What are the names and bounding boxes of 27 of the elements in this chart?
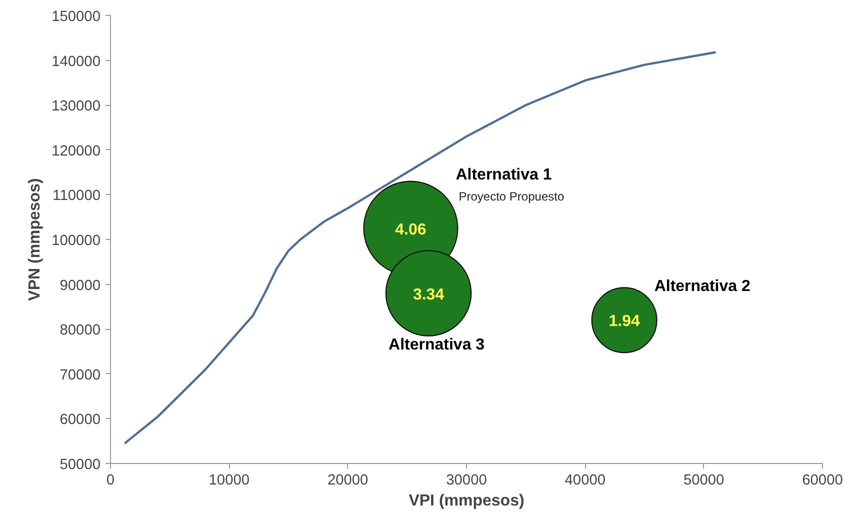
y-tick-label: 140000 — [52, 54, 101, 70]
x-tick-label: 20000 — [327, 472, 368, 488]
series-label: Alternativa 2 — [654, 278, 750, 296]
annotation: Proyecto Propuesto — [458, 189, 564, 204]
x-tick-label: 30000 — [446, 472, 487, 488]
x-axis-title: VPI (mmpesos) — [408, 492, 524, 510]
data-label: 4.06 — [395, 221, 426, 238]
y-tick-label: 100000 — [52, 233, 101, 249]
y-tick-label: 150000 — [52, 9, 101, 25]
y-tick-label: 50000 — [60, 457, 101, 473]
x-tick-label: 50000 — [683, 472, 724, 488]
y-tick-label: 70000 — [60, 367, 101, 384]
y-axis-title: VPN (mmpesos) — [26, 178, 44, 301]
x-tick-label: 0 — [106, 472, 115, 488]
y-tick-label: 110000 — [52, 188, 101, 204]
y-tick-label: 80000 — [60, 322, 101, 339]
x-tick-label: 60000 — [802, 472, 843, 488]
x-tick-label: 40000 — [564, 472, 606, 488]
y-tick-label: 60000 — [60, 412, 101, 428]
data-label: 1.94 — [608, 313, 640, 330]
series-label: Alternativa 3 — [388, 336, 485, 354]
y-tick-label: 120000 — [52, 143, 101, 160]
y-tick-label: 130000 — [52, 98, 101, 115]
x-tick-label: 10000 — [208, 472, 250, 488]
y-tick-label: 90000 — [60, 278, 101, 294]
series-label: Alternativa 1 — [456, 166, 552, 184]
data-label: 3.34 — [412, 286, 444, 304]
